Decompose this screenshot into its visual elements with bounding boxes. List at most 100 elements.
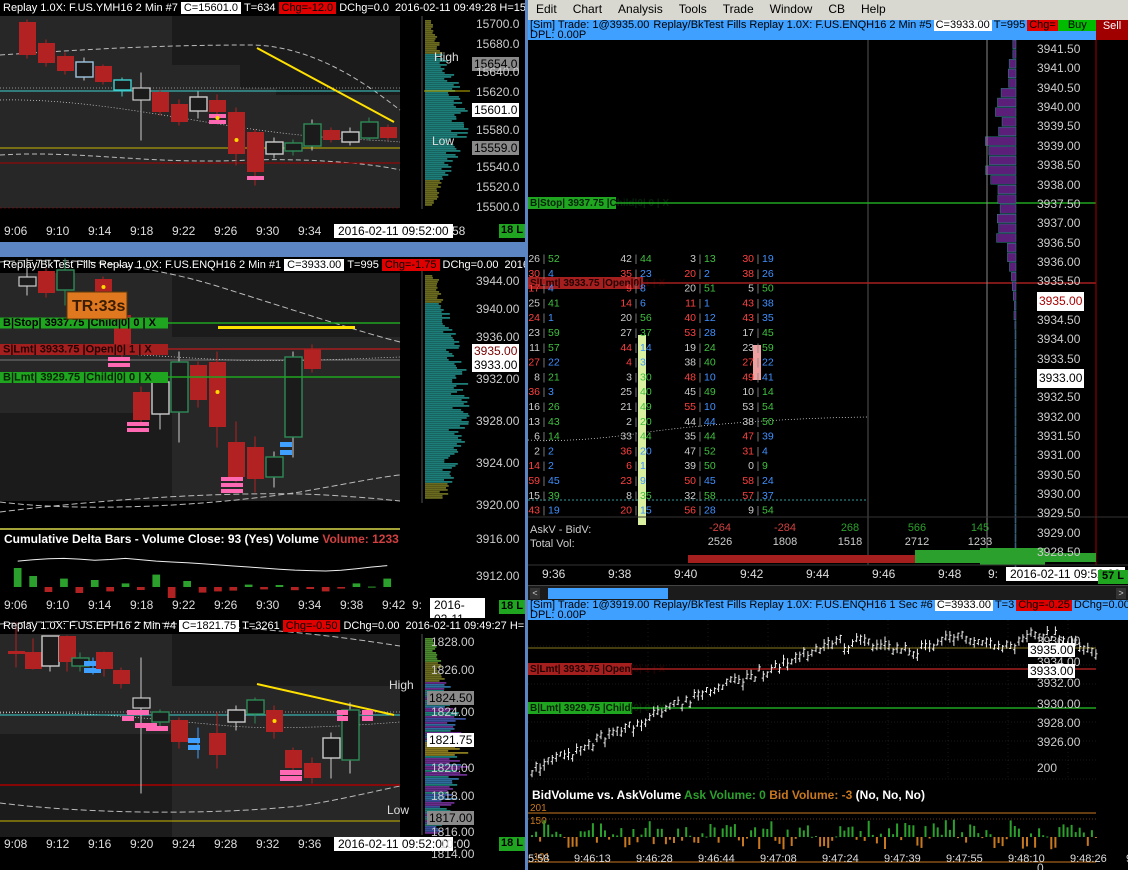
svg-text:Total Vol:: Total Vol: <box>530 538 575 550</box>
svg-text:|: | <box>543 371 546 383</box>
svg-text:35: 35 <box>684 431 696 443</box>
svg-text:566: 566 <box>908 522 926 534</box>
svg-text:|: | <box>757 431 760 443</box>
svg-text:|: | <box>543 342 546 354</box>
svg-text:8: 8 <box>640 283 646 295</box>
svg-text:39: 39 <box>548 490 560 502</box>
svg-text:|: | <box>699 416 702 428</box>
svg-text:|: | <box>543 297 546 309</box>
svg-text:16: 16 <box>528 401 540 413</box>
svg-text:35: 35 <box>762 312 774 324</box>
svg-text:|: | <box>757 357 760 369</box>
svg-text:43: 43 <box>548 416 560 428</box>
svg-text:8: 8 <box>626 490 632 502</box>
svg-text:22: 22 <box>548 357 560 369</box>
svg-text:11: 11 <box>529 342 540 354</box>
svg-text:9: 9 <box>748 505 754 517</box>
svg-text:38: 38 <box>684 357 696 369</box>
svg-text:50: 50 <box>762 283 774 295</box>
svg-text:15: 15 <box>640 505 652 517</box>
svg-text:27: 27 <box>528 357 540 369</box>
svg-text:1808: 1808 <box>773 536 797 548</box>
svg-text:4: 4 <box>548 283 554 295</box>
svg-text:45: 45 <box>762 327 774 339</box>
svg-text:|: | <box>543 416 546 428</box>
svg-text:|: | <box>757 283 760 295</box>
svg-text:55: 55 <box>684 401 696 413</box>
svg-text:25: 25 <box>620 386 632 398</box>
svg-text:20: 20 <box>640 445 652 457</box>
svg-text:AskV - BidV:: AskV - BidV: <box>530 524 591 536</box>
svg-text:|: | <box>757 490 760 502</box>
svg-text:36: 36 <box>620 445 632 457</box>
svg-text:9: 9 <box>626 283 632 295</box>
svg-text:19: 19 <box>684 342 696 354</box>
svg-text:21: 21 <box>620 401 632 413</box>
svg-text:57: 57 <box>548 342 560 354</box>
svg-text:|: | <box>757 312 760 324</box>
svg-text:24: 24 <box>528 312 540 324</box>
svg-text:|: | <box>635 416 638 428</box>
svg-text:23: 23 <box>640 268 652 280</box>
svg-text:45: 45 <box>704 475 716 487</box>
svg-text:44: 44 <box>620 342 632 354</box>
svg-text:9: 9 <box>640 475 646 487</box>
svg-text:|: | <box>635 312 638 324</box>
svg-text:33: 33 <box>620 431 632 443</box>
svg-text:2712: 2712 <box>905 536 929 548</box>
svg-text:49: 49 <box>640 401 652 413</box>
svg-text:28: 28 <box>704 505 716 517</box>
svg-text:|: | <box>699 253 702 265</box>
svg-text:57: 57 <box>742 490 754 502</box>
svg-text:|: | <box>543 401 546 413</box>
svg-text:45: 45 <box>684 386 696 398</box>
svg-text:|: | <box>635 327 638 339</box>
svg-text:1: 1 <box>548 312 554 324</box>
svg-text:20: 20 <box>620 312 632 324</box>
svg-text:47: 47 <box>742 431 754 443</box>
svg-text:56: 56 <box>640 312 652 324</box>
svg-text:|: | <box>543 253 546 265</box>
svg-text:|: | <box>699 475 702 487</box>
svg-text:37: 37 <box>762 490 774 502</box>
svg-text:BidVolume vs. AskVolume Ask V: BidVolume vs. AskVolume Ask Volume: 0 Bi… <box>532 788 925 802</box>
svg-text:44: 44 <box>640 253 652 265</box>
svg-text:40: 40 <box>640 386 652 398</box>
svg-text:19: 19 <box>762 253 774 265</box>
svg-text:43: 43 <box>742 297 754 309</box>
svg-text:38: 38 <box>762 297 774 309</box>
svg-text:43: 43 <box>528 505 540 517</box>
svg-text:|: | <box>757 297 760 309</box>
svg-text:|: | <box>543 490 546 502</box>
svg-text:|: | <box>757 386 760 398</box>
svg-text:50: 50 <box>684 475 696 487</box>
svg-text:35: 35 <box>620 268 632 280</box>
svg-text:11: 11 <box>685 297 696 309</box>
svg-text:|: | <box>699 342 702 354</box>
svg-text:2526: 2526 <box>708 536 732 548</box>
svg-text:3: 3 <box>640 357 646 369</box>
svg-text:14: 14 <box>762 386 774 398</box>
svg-text:38: 38 <box>742 268 754 280</box>
svg-text:53: 53 <box>684 327 696 339</box>
svg-text:23: 23 <box>528 327 540 339</box>
svg-text:|: | <box>543 327 546 339</box>
svg-text:|: | <box>635 386 638 398</box>
svg-text:41: 41 <box>548 297 560 309</box>
svg-text:10: 10 <box>704 371 716 383</box>
svg-text:14: 14 <box>620 297 632 309</box>
svg-text:30: 30 <box>742 253 754 265</box>
svg-text:51: 51 <box>704 283 716 295</box>
svg-text:B|Lmt| 3929.75 |Child|0| 0 | X: B|Lmt| 3929.75 |Child|0| 0 | X <box>3 372 152 384</box>
svg-text:|: | <box>757 327 760 339</box>
svg-text:|: | <box>635 460 638 472</box>
svg-text:|: | <box>757 371 760 383</box>
svg-text:6: 6 <box>626 460 632 472</box>
svg-text:40: 40 <box>704 357 716 369</box>
svg-text:23: 23 <box>620 475 632 487</box>
svg-text:Cumulative Delta Bars - Volume: Cumulative Delta Bars - Volume Close: 93… <box>4 532 399 546</box>
svg-text:4: 4 <box>626 357 632 369</box>
svg-text:|: | <box>635 371 638 383</box>
svg-text:|: | <box>543 268 546 280</box>
svg-text:27: 27 <box>620 327 632 339</box>
